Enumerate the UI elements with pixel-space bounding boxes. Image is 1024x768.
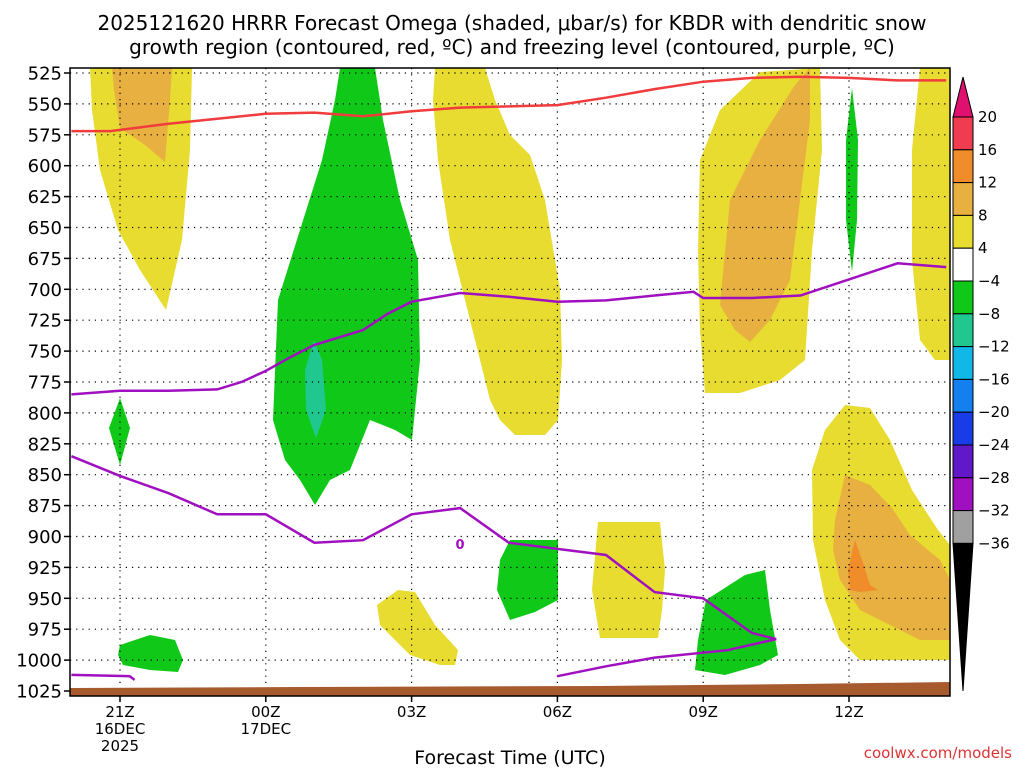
- credit-text: coolwx.com/models: [864, 744, 1012, 762]
- freezing-level-contour-label: 0: [455, 538, 464, 553]
- colorbar-cell: [952, 116, 974, 151]
- colorbar-label: −16: [978, 370, 1010, 388]
- chart-title-line-1: 2025121620 HRRR Forecast Omega (shaded, …: [97, 11, 926, 35]
- colorbar-cell: [952, 346, 974, 380]
- y-tick-label: 725: [28, 311, 62, 332]
- colorbar-arrow-top: [952, 76, 974, 118]
- plot-area: 0: [70, 68, 950, 696]
- freezing-level-contour-lower: [70, 455, 777, 678]
- y-tick-label: 900: [28, 527, 62, 548]
- colorbar-label: 20: [978, 108, 997, 126]
- colorbar-label: −28: [978, 469, 1010, 487]
- x-tick-label: 17DEC: [241, 720, 292, 738]
- omega-region: [846, 88, 858, 272]
- colorbar-label: 16: [978, 141, 997, 159]
- x-tick-label: 03Z: [397, 703, 426, 721]
- y-tick-label: 825: [28, 434, 62, 455]
- x-axis-label: Forecast Time (UTC): [414, 747, 605, 768]
- y-tick-label: 975: [28, 620, 62, 641]
- y-tick-label: 800: [28, 403, 62, 424]
- dendritic-growth-contour: [71, 75, 947, 133]
- y-tick-label: 1025: [16, 682, 62, 703]
- x-tick-label: 06Z: [543, 703, 572, 721]
- omega-region: [305, 340, 326, 438]
- y-tick-label: 750: [28, 342, 62, 363]
- y-tick-label: 675: [28, 249, 62, 270]
- colorbar-cell: [952, 411, 974, 446]
- colorbar-cell: [952, 510, 974, 544]
- colorbar-label: −12: [978, 338, 1010, 356]
- omega-region: [848, 540, 878, 592]
- omega-region: [377, 590, 458, 665]
- x-tick-label: 00Z: [251, 703, 280, 721]
- omega-region: [912, 68, 950, 360]
- colorbar-label: 8: [978, 206, 988, 224]
- y-tick-label: 650: [28, 218, 62, 239]
- colorbar-cell: [952, 280, 974, 315]
- x-tick-label: 12Z: [834, 703, 863, 721]
- colorbar-cell: [952, 214, 974, 249]
- colorbar-label: −20: [978, 403, 1010, 421]
- colorbar-cell: [952, 149, 974, 184]
- colorbar-label: −8: [978, 305, 1000, 323]
- freezing-level-contour-upper: [71, 262, 947, 396]
- y-axis: 525 550 575 600 625 650 675 700 725 750 775 800 825 8…: [16, 64, 70, 703]
- omega-region: [109, 398, 130, 465]
- omega-region: [720, 68, 810, 342]
- contour-label-bg: [454, 537, 465, 551]
- colorbar-label: 4: [978, 239, 988, 257]
- x-tick-label: 2025: [101, 737, 139, 755]
- y-tick-label: 550: [28, 94, 62, 115]
- colorbar-cell: [952, 247, 974, 282]
- colorbar-cell: [952, 477, 974, 512]
- omega-region: [833, 475, 950, 640]
- y-tick-label: 525: [28, 64, 62, 85]
- x-tick-label: 16DEC: [95, 720, 146, 738]
- y-tick-label: 950: [28, 589, 62, 610]
- colorbar-label: −32: [978, 502, 1010, 520]
- colorbar: 20 16 12 8 4 −4 −8 −12 −16 −20 −24 −28 −32 −36: [952, 76, 1010, 692]
- y-tick-label: 575: [28, 125, 62, 146]
- colorbar-cell: [952, 378, 974, 413]
- y-tick-label: 775: [28, 373, 62, 394]
- colorbar-cell: [952, 444, 974, 479]
- y-tick-label: 700: [28, 280, 62, 301]
- colorbar-arrow-bottom: [952, 542, 974, 692]
- omega-region: [497, 540, 558, 620]
- colorbar-label: −24: [978, 436, 1010, 454]
- y-tick-label: 1000: [16, 651, 62, 672]
- omega-region: [592, 522, 665, 638]
- colorbar-cell: [952, 182, 974, 216]
- x-tick-label: 21Z: [105, 703, 134, 721]
- colorbar-label: 12: [978, 174, 997, 192]
- x-tick-label: 09Z: [689, 703, 718, 721]
- y-tick-label: 925: [28, 558, 62, 579]
- y-tick-label: 875: [28, 496, 62, 517]
- omega-region: [433, 68, 562, 435]
- y-tick-label: 600: [28, 156, 62, 177]
- colorbar-label: −4: [978, 272, 1000, 290]
- omega-region: [118, 635, 183, 672]
- omega-region: [112, 68, 172, 162]
- colorbar-cell: [952, 313, 974, 348]
- terrain-ground: [70, 682, 950, 696]
- chart-title-line-2: growth region (contoured, red, ºC) and f…: [129, 35, 895, 59]
- y-tick-label: 625: [28, 187, 62, 208]
- colorbar-label: −36: [978, 534, 1010, 552]
- freezing-level-contour-surface: [71, 673, 136, 681]
- y-tick-label: 850: [28, 465, 62, 486]
